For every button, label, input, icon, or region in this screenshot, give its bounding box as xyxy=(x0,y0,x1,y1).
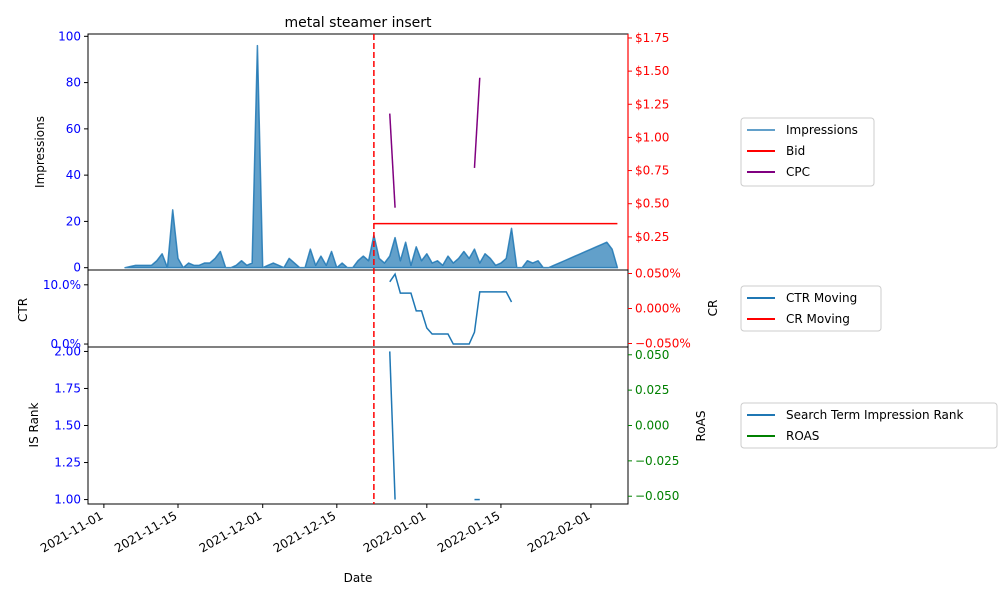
date-axis-ticks: 2021-11-01 2021-11-15 2021-12-01 2021-12-15… xyxy=(38,504,592,555)
legend-frame xyxy=(740,285,882,332)
panel-rank-frame xyxy=(87,346,629,505)
left-tick-label: 10.0% xyxy=(43,278,81,292)
left-tick-label: 40 xyxy=(66,168,81,182)
series-rank-segment xyxy=(389,351,396,500)
date-tick-label: 2021-12-01 xyxy=(197,508,264,555)
legend-frame xyxy=(740,117,875,187)
left-tick-label: 100 xyxy=(58,29,81,43)
rank-panel-marks xyxy=(389,351,480,501)
legend-impressions: Impressions Bid CPC xyxy=(740,117,875,187)
panel-rates-frame xyxy=(87,269,629,348)
cr-axis-label: CR xyxy=(706,300,720,317)
left-tick-label: 80 xyxy=(66,76,81,90)
ctr-axis-ticks: 0.0% 10.0% xyxy=(43,278,88,351)
date-tick-label: 2021-11-15 xyxy=(112,508,179,555)
series-cpc-segment xyxy=(473,77,481,168)
price-axis-ticks: $0.25 $0.50 $0.75 $1.00 $1.25 $1.50 $1.75 xyxy=(627,31,669,270)
left-tick-label: 20 xyxy=(66,214,81,228)
right-tick-label: −0.025 xyxy=(635,454,679,468)
legend-entry: ROAS xyxy=(786,429,819,443)
left-tick-label: 1.75 xyxy=(54,381,81,395)
left-tick-label: 2.00 xyxy=(54,344,81,358)
right-tick-label: −0.050 xyxy=(635,489,679,503)
right-tick-label: $0.50 xyxy=(635,197,669,211)
legend-entry: Impressions xyxy=(786,123,858,137)
right-tick-label: 0.000% xyxy=(635,302,681,316)
panel-impressions-frame xyxy=(87,33,629,271)
legend-entry: Bid xyxy=(786,144,805,158)
date-tick-label: 2022-02-01 xyxy=(525,508,592,555)
legend-frame xyxy=(740,402,998,449)
panel-impressions: 0 20 40 60 80 100 $0.25 $0.50 $0.75 $1.00 $1.25 $1… xyxy=(33,29,669,274)
date-tick-label: 2021-11-01 xyxy=(38,508,105,555)
left-tick-label: 1.50 xyxy=(54,419,81,433)
panel-rank: 1.00 1.25 1.50 1.75 2.00 0.050 0.025 0.000 −0.0… xyxy=(27,344,708,506)
right-tick-label: 0.025 xyxy=(635,383,669,397)
left-tick-label: 0.0% xyxy=(51,337,82,351)
legend-rank: Search Term Impression Rank ROAS xyxy=(740,402,998,449)
roas-axis-label: RoAS xyxy=(694,411,708,442)
left-tick-label: 60 xyxy=(66,122,81,136)
right-tick-label: 0.000 xyxy=(635,419,669,433)
legend-entry: CR Moving xyxy=(786,312,850,326)
ctr-axis-label: CTR xyxy=(16,298,30,322)
legend-entry: CTR Moving xyxy=(786,291,857,305)
panel-rates: 0.0% 10.0% 0.050% 0.000% −0.050% CTR CR xyxy=(16,267,720,352)
right-tick-label: −0.050% xyxy=(635,337,691,351)
legend-entry: Search Term Impression Rank xyxy=(786,408,963,422)
right-tick-label: 0.050% xyxy=(635,267,681,281)
date-tick-label: 2022-01-01 xyxy=(361,508,428,555)
right-tick-label: 0.050 xyxy=(635,348,669,362)
rank-axis-label: IS Rank xyxy=(27,402,41,447)
rank-axis-ticks: 1.00 1.25 1.50 1.75 2.00 xyxy=(54,344,88,507)
date-tick-label: 2022-01-15 xyxy=(435,508,502,555)
right-tick-label: $1.25 xyxy=(635,97,669,111)
right-tick-label: $0.25 xyxy=(635,230,669,244)
date-axis-label: Date xyxy=(344,571,373,585)
right-tick-label: $0.75 xyxy=(635,164,669,178)
left-tick-label: 0 xyxy=(73,261,81,275)
impressions-axis-label: Impressions xyxy=(33,116,47,188)
legend-entry: CPC xyxy=(786,165,810,179)
roas-axis-ticks: 0.050 0.025 0.000 −0.025 −0.050 xyxy=(628,348,679,503)
impressions-axis-ticks: 0 20 40 60 80 100 xyxy=(58,29,88,275)
cr-axis-ticks: 0.050% 0.000% −0.050% xyxy=(628,267,691,351)
rates-panel-marks xyxy=(389,272,513,345)
right-tick-label: $1.00 xyxy=(635,130,669,144)
right-tick-label: $1.75 xyxy=(635,31,669,45)
series-impressions-area xyxy=(124,44,619,269)
impressions-panel-marks xyxy=(124,44,619,269)
series-ctr-line xyxy=(389,272,513,345)
left-tick-label: 1.25 xyxy=(54,456,81,470)
series-cpc-segment xyxy=(389,113,396,208)
legend-rates: CTR Moving CR Moving xyxy=(740,285,882,332)
chart-title: metal steamer insert xyxy=(284,15,432,31)
date-tick-label: 2021-12-15 xyxy=(271,508,338,555)
left-tick-label: 1.00 xyxy=(54,493,81,507)
right-tick-label: $1.50 xyxy=(635,64,669,78)
